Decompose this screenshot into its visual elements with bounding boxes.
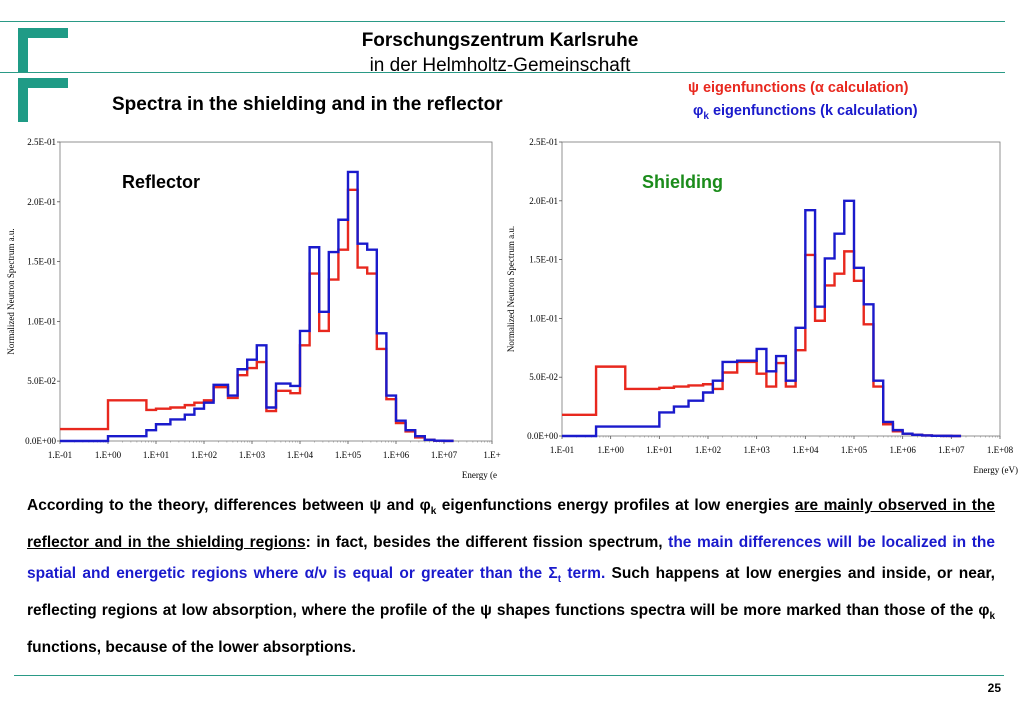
x-tick-label: 1.E+ — [483, 450, 500, 460]
y-tick-label: 1.0E-01 — [27, 316, 56, 326]
x-tick-label: 1.E+02 — [191, 450, 217, 460]
x-tick-label: 1.E+08 — [987, 445, 1014, 455]
legend-phi-symbol: φ — [693, 103, 704, 119]
x-tick-label: 1.E+04 — [287, 450, 314, 460]
x-tick-label: 1.E+01 — [646, 445, 672, 455]
highlighted-statement: the main differences will be localized i… — [27, 534, 995, 583]
org-subtitle: in der Helmholtz-Gemeinschaft — [369, 55, 631, 76]
chart-title: Shielding — [642, 172, 723, 192]
y-axis-label: Normalized Neutron Spectrum a.u. — [506, 226, 516, 352]
legend-phi: φk eigenfunctions (k calculation) — [693, 103, 918, 122]
psi-spectrum-line — [562, 250, 962, 438]
underlined-statement: are mainly observed in the reflector and… — [27, 497, 996, 552]
chart-title: Reflector — [122, 172, 200, 192]
x-tick-label: 1.E+06 — [383, 450, 410, 460]
y-tick-label: 1.0E-01 — [529, 313, 558, 323]
x-tick-label: 1.E+03 — [744, 445, 771, 455]
y-tick-label: 2.0E-01 — [529, 196, 558, 206]
phi-spectrum-line — [562, 199, 962, 438]
org-title: Forschungszentrum Karlsruhe — [361, 30, 639, 51]
x-tick-label: 1.E+01 — [143, 450, 169, 460]
shielding-chart: 0.0E+00 5.0E-02 1.0E-01 1.5E-01 2.0E-01 2.5E-… — [506, 137, 1018, 475]
plot-frame — [59, 141, 493, 442]
y-tick-label: 5.0E-02 — [529, 372, 558, 382]
x-tick-label: 1.E+06 — [890, 445, 917, 455]
x-tick-label: 1.E+07 — [431, 450, 458, 460]
header-rule-top — [0, 21, 1005, 22]
phi-spectrum-line — [60, 170, 454, 443]
reflector-chart: 0.0E+00 5.0E-02 1.0E-01 1.5E-01 2.0E-01 2.5E-… — [6, 137, 501, 480]
y-tick-label: 0.0E+00 — [527, 431, 558, 441]
psi-spectrum-line — [60, 188, 454, 443]
footer-rule — [14, 675, 1004, 676]
y-tick-label: 2.0E-01 — [27, 197, 56, 207]
y-tick-label: 5.0E-02 — [27, 376, 56, 386]
y-tick-label: 1.5E-01 — [27, 257, 56, 267]
x-tick-label: 1.E-01 — [48, 450, 72, 460]
y-axis-label: Normalized Neutron Spectrum a.u. — [6, 228, 16, 354]
x-axis-label: Energy (eV) — [973, 465, 1018, 475]
legend-phi-subscript: k — [703, 110, 709, 122]
x-tick-label: 1.E+05 — [335, 450, 362, 460]
legend-psi-symbol: ψ — [688, 80, 699, 96]
y-tick-label: 0.0E+00 — [25, 436, 56, 446]
plot-frame — [561, 141, 1001, 437]
y-tick-label: 1.5E-01 — [529, 255, 558, 265]
header-rule-bottom — [0, 72, 1005, 73]
x-tick-label: 1.E+07 — [938, 445, 965, 455]
legend-phi-text: eigenfunctions (k calculation) — [708, 103, 918, 119]
x-tick-label: 1.E+03 — [239, 450, 266, 460]
x-tick-label: 1.E+00 — [598, 445, 625, 455]
legend-psi-text: eigenfunctions (α calculation) — [698, 80, 909, 96]
x-tick-label: 1.E+02 — [695, 445, 721, 455]
x-tick-label: 1.E+04 — [792, 445, 819, 455]
x-tick-label: 1.E+05 — [841, 445, 868, 455]
y-tick-label: 2.5E-01 — [27, 137, 56, 147]
x-axis-label: Energy (e — [462, 470, 497, 480]
x-tick-label: 1.E+00 — [95, 450, 122, 460]
legend-psi: ψ eigenfunctions (α calculation) — [688, 80, 908, 96]
y-tick-label: 2.5E-01 — [529, 137, 558, 147]
x-tick-label: 1.E-01 — [550, 445, 574, 455]
body-paragraph: According to the theory, differences bet… — [27, 497, 996, 657]
slide-title: Spectra in the shielding and in the refl… — [112, 94, 503, 115]
page-number: 25 — [987, 681, 1001, 695]
